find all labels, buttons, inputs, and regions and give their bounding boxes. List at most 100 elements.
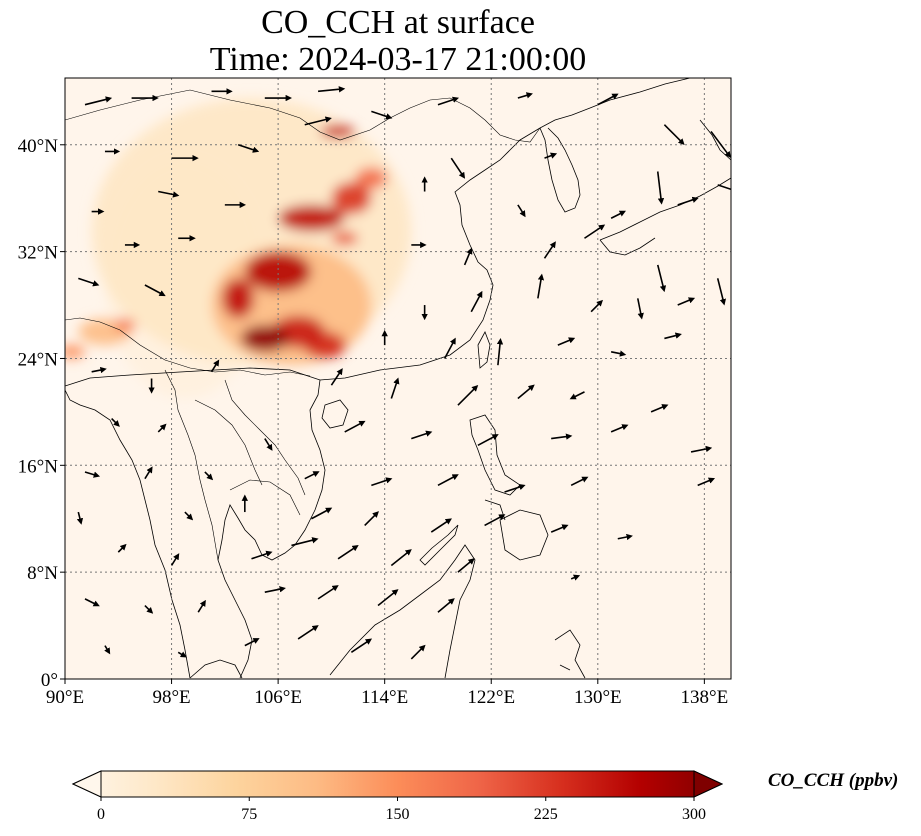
colorbar-ticks: 0 75 150 225 300: [97, 797, 706, 823]
wind-arrow: [264, 586, 286, 593]
colorbar-tick-label: 0: [97, 806, 105, 823]
wind-arrow: [437, 96, 459, 106]
wind-arrow: [184, 511, 194, 521]
wind-arrow: [716, 278, 727, 306]
wind-arrow: [610, 350, 627, 357]
co-plume: [331, 231, 359, 245]
wind-arrow: [117, 543, 127, 553]
title-line-2: Time: 2024-03-17 21:00:00: [209, 41, 587, 78]
wind-arrow: [550, 524, 569, 533]
wind-arrow: [570, 476, 589, 487]
wind-arrow: [557, 337, 576, 346]
lon-tick-label: 98°E: [152, 687, 190, 708]
border-china-southeast-asia: [65, 317, 311, 377]
lat-tick-label: 16°N: [18, 456, 59, 477]
colorbar-tick-label: 150: [386, 806, 410, 823]
wind-arrow: [330, 368, 343, 386]
wind-arrow: [390, 377, 400, 399]
wind-arrow: [437, 598, 455, 613]
wind-arrow: [569, 391, 585, 400]
coastline-borneo: [329, 544, 476, 679]
wind-arrow: [590, 299, 604, 313]
wind-arrow: [297, 625, 319, 640]
map-frame: [64, 77, 732, 680]
lat-tick-label: 24°N: [18, 349, 59, 370]
co-plume: [320, 124, 356, 139]
coastline-taiwan: [477, 331, 491, 369]
wind-arrow: [690, 445, 713, 453]
colorbar-label: CO_CCH (ppbv): [768, 770, 899, 791]
lat-tick-label: 8°N: [27, 563, 58, 584]
wind-arrow: [237, 144, 260, 153]
wind-arrow: [544, 152, 558, 159]
wind-arrow: [636, 298, 644, 320]
wind-arrow: [457, 558, 475, 573]
wind-arrow: [450, 157, 466, 179]
wind-arrow: [318, 86, 346, 93]
wind-arrow: [517, 92, 533, 99]
coastline-sulawesi: [554, 629, 586, 679]
wind-arrow: [84, 598, 100, 607]
wind-arrow: [144, 284, 166, 297]
wind-arrow: [504, 483, 526, 493]
colorbar-extend-min: [71, 770, 102, 798]
wind-arrow: [517, 384, 535, 400]
wind-arrow: [656, 171, 665, 205]
wind-arrow: [610, 210, 626, 219]
wind-arrow: [390, 549, 412, 567]
colorbar-extend-max: [693, 770, 724, 798]
border-laos-vietnam: [224, 379, 306, 496]
coastline-sumatra: [189, 659, 243, 679]
co-plume: [65, 345, 85, 359]
country-borders: [65, 89, 541, 561]
wind-arrow: [710, 130, 731, 158]
colorbar: 0 75 150 225 300: [71, 770, 724, 823]
wind-arrow: [477, 434, 499, 446]
wind-arrow: [584, 224, 606, 239]
wind-arrow: [76, 511, 84, 525]
colorbar-tick-label: 75: [241, 806, 257, 823]
longitude-ticks: 90°E 98°E 106°E 114°E 122°E 130°E 138°E: [46, 679, 728, 708]
wind-arrow: [91, 366, 107, 374]
colorbar-tick-label: 300: [682, 806, 706, 823]
wind-arrow: [291, 537, 319, 547]
wind-arrow: [304, 471, 320, 480]
lat-tick-label: 0°: [41, 670, 58, 691]
wind-arrow: [697, 477, 716, 487]
wind-arrow: [570, 574, 581, 581]
wind-arrow: [144, 466, 153, 480]
co-plume: [222, 278, 255, 319]
border-china-north-korea: [484, 119, 541, 143]
lon-tick-label: 106°E: [254, 687, 302, 708]
coastline-hainan: [321, 399, 349, 429]
wind-arrow: [144, 604, 154, 614]
lon-tick-label: 138°E: [681, 687, 729, 708]
co-plume: [278, 204, 345, 232]
co-plume: [114, 318, 136, 332]
wind-arrow: [111, 418, 120, 427]
wind-arrow: [371, 110, 393, 120]
wind-arrow: [410, 644, 426, 660]
wind-arrow: [304, 116, 332, 126]
wind-arrow: [677, 196, 699, 206]
wind-arrow: [350, 638, 373, 653]
latitude-ticks: 0° 8°N 16°N 24°N 32°N 40°N: [18, 136, 65, 691]
wind-arrow: [204, 471, 214, 481]
wind-arrow: [496, 337, 504, 366]
lon-tick-label: 130°E: [574, 687, 622, 708]
coastline-luzon: [469, 414, 521, 496]
lon-tick-label: 90°E: [46, 687, 84, 708]
lat-tick-label: 32°N: [18, 243, 59, 264]
wind-arrow: [264, 438, 273, 451]
wind-arrow: [597, 93, 619, 106]
border-china-mongolia: [65, 89, 486, 141]
wind-arrow: [157, 423, 167, 433]
wind-arrow: [78, 277, 100, 287]
map-plot-area: [65, 78, 731, 679]
wind-arrow: [717, 184, 731, 191]
wind-arrow: [411, 430, 433, 440]
wind-arrow: [84, 471, 101, 478]
title-line-1: CO_CCH at surface: [261, 4, 535, 41]
wind-arrow: [517, 204, 526, 218]
wind-arrow: [311, 507, 333, 520]
